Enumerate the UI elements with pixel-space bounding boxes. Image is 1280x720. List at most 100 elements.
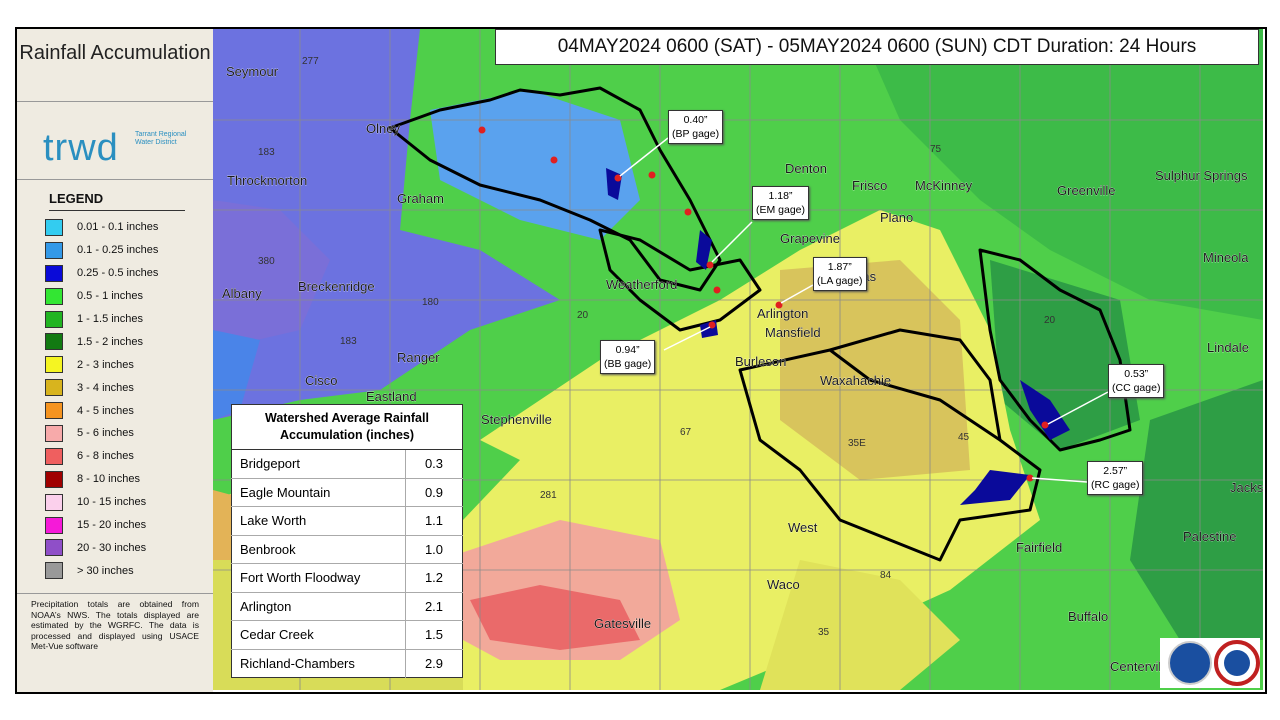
gage-point bbox=[684, 208, 692, 216]
legend-item: 15 - 20 inches bbox=[45, 514, 158, 537]
legend-item: 4 - 5 inches bbox=[45, 399, 158, 422]
highway-shield: 20 bbox=[1044, 315, 1056, 326]
callout-pointer bbox=[1031, 477, 1088, 483]
legend-swatch bbox=[45, 333, 63, 351]
legend-label: > 30 inches bbox=[77, 564, 134, 577]
legend-swatch bbox=[45, 447, 63, 465]
sidebar: Rainfall Accumulation trwd Tarrant Regio… bbox=[17, 29, 213, 692]
rain-area bbox=[470, 585, 640, 650]
rain-area bbox=[213, 200, 330, 350]
table-body: Bridgeport 0.3 Eagle Mountain 0.9 Lake Worth… bbox=[231, 449, 463, 678]
legend-label: 1.5 - 2 inches bbox=[77, 335, 144, 348]
place-label: Denton bbox=[785, 161, 827, 176]
place-label: Jacks bbox=[1230, 480, 1263, 495]
gage-name: (CC gage) bbox=[1112, 382, 1161, 394]
legend-item: 6 - 8 inches bbox=[45, 445, 158, 468]
place-label: Buffalo bbox=[1068, 609, 1108, 624]
rain-area bbox=[213, 330, 260, 420]
table-row: Eagle Mountain 0.9 bbox=[231, 477, 463, 507]
watershed-name: Eagle Mountain bbox=[231, 477, 406, 507]
place-label: Graham bbox=[397, 191, 444, 206]
table-row: Benbrook 1.0 bbox=[231, 534, 463, 564]
watershed-name: Arlington bbox=[231, 591, 406, 621]
watershed-name: Benbrook bbox=[231, 534, 406, 564]
watershed-outline bbox=[388, 86, 722, 292]
highway-shield: 380 bbox=[258, 256, 275, 267]
highway-shield: 35 bbox=[818, 627, 830, 638]
gage-name: (BP gage) bbox=[672, 128, 720, 140]
rain-area bbox=[1130, 380, 1263, 640]
legend-swatch bbox=[45, 516, 63, 534]
county-line bbox=[213, 119, 1263, 571]
legend-item: 3 - 4 inches bbox=[45, 376, 158, 399]
place-label: Mineola bbox=[1203, 250, 1249, 265]
highway-shield: 35E bbox=[848, 438, 866, 449]
gage-point bbox=[775, 301, 783, 309]
highway-shield: 45 bbox=[958, 432, 970, 443]
watershed-value: 1.2 bbox=[405, 563, 463, 592]
watershed-name: Bridgeport bbox=[231, 449, 406, 478]
table-row: Cedar Creek 1.5 bbox=[231, 620, 463, 649]
legend-label: 5 - 6 inches bbox=[77, 427, 134, 440]
legend-item: 0.25 - 0.5 inches bbox=[45, 262, 158, 285]
watershed-name: Lake Worth bbox=[231, 506, 406, 535]
gage-callout: 1.87” (LA gage) bbox=[813, 257, 867, 291]
gage-name: (RC gage) bbox=[1091, 479, 1140, 491]
gage-callout: 1.18” (EM gage) bbox=[752, 186, 810, 220]
gage-name: (EM gage) bbox=[756, 204, 806, 216]
place-label: Palestine bbox=[1183, 529, 1236, 544]
callout-pointer bbox=[1047, 391, 1109, 425]
legend-swatch bbox=[45, 402, 63, 420]
watershed-table: Watershed Average Rainfall Accumulation … bbox=[231, 404, 463, 678]
county-lines bbox=[213, 29, 1263, 690]
gage-value: 2.57” bbox=[1103, 465, 1128, 477]
legend-label: 0.1 - 0.25 inches bbox=[77, 244, 159, 257]
highway-shield: 281 bbox=[540, 490, 557, 501]
legend-swatch bbox=[45, 241, 63, 259]
gage-callout: 2.57” (RC gage) bbox=[1087, 461, 1144, 495]
legend-label: 0.5 - 1 inches bbox=[77, 290, 144, 303]
watershed-value: 2.9 bbox=[405, 648, 463, 678]
legend-title: LEGEND bbox=[49, 191, 104, 206]
legend-item: 20 - 30 inches bbox=[45, 536, 158, 559]
watershed-name: Richland-Chambers bbox=[231, 648, 406, 678]
legend-underline bbox=[49, 210, 185, 211]
highway-shield: 180 bbox=[422, 297, 439, 308]
legend-item: 2 - 3 inches bbox=[45, 353, 158, 376]
rain-area bbox=[760, 560, 960, 690]
gage-value: 1.87” bbox=[827, 261, 852, 273]
legend-item: > 30 inches bbox=[45, 559, 158, 582]
header-title: 04MAY2024 0600 (SAT) - 05MAY2024 0600 (S… bbox=[495, 29, 1259, 65]
legend-label: 10 - 15 inches bbox=[77, 496, 147, 509]
legend-label: 0.01 - 0.1 inches bbox=[77, 221, 159, 234]
place-label: Centerville bbox=[1110, 659, 1171, 674]
watershed-value: 2.1 bbox=[405, 591, 463, 621]
gage-point bbox=[713, 286, 721, 294]
gage-value: 0.53” bbox=[1124, 368, 1149, 380]
table-row: Bridgeport 0.3 bbox=[231, 449, 463, 478]
legend-swatch bbox=[45, 310, 63, 328]
callout-pointer bbox=[711, 221, 753, 263]
logo-word: trwd bbox=[43, 127, 119, 169]
lake bbox=[960, 470, 1030, 505]
gage-value: 0.40” bbox=[683, 114, 708, 126]
table-row: Richland-Chambers 2.9 bbox=[231, 648, 463, 678]
gage-name: (BB gage) bbox=[604, 358, 652, 370]
watershed-value: 1.1 bbox=[405, 506, 463, 535]
nws-logo-inner bbox=[1224, 650, 1250, 676]
watershed-value: 1.5 bbox=[405, 620, 463, 649]
place-label: Arlington bbox=[757, 306, 808, 321]
legend-swatch bbox=[45, 562, 63, 580]
legend-swatch bbox=[45, 356, 63, 374]
legend-label: 6 - 8 inches bbox=[77, 450, 134, 463]
watershed-name: Cedar Creek bbox=[231, 620, 406, 649]
place-label: Cisco bbox=[305, 373, 338, 388]
gage-point bbox=[706, 261, 714, 269]
table-header-row: Watershed Average Rainfall Accumulation … bbox=[231, 404, 463, 450]
watershed-outline bbox=[978, 248, 1132, 452]
sidebar-title: Rainfall Accumulation bbox=[19, 42, 211, 64]
highway-shield: 20 bbox=[577, 310, 589, 321]
divider bbox=[17, 593, 213, 594]
legend-label: 15 - 20 inches bbox=[77, 519, 147, 532]
place-label: Throckmorton bbox=[227, 173, 307, 188]
